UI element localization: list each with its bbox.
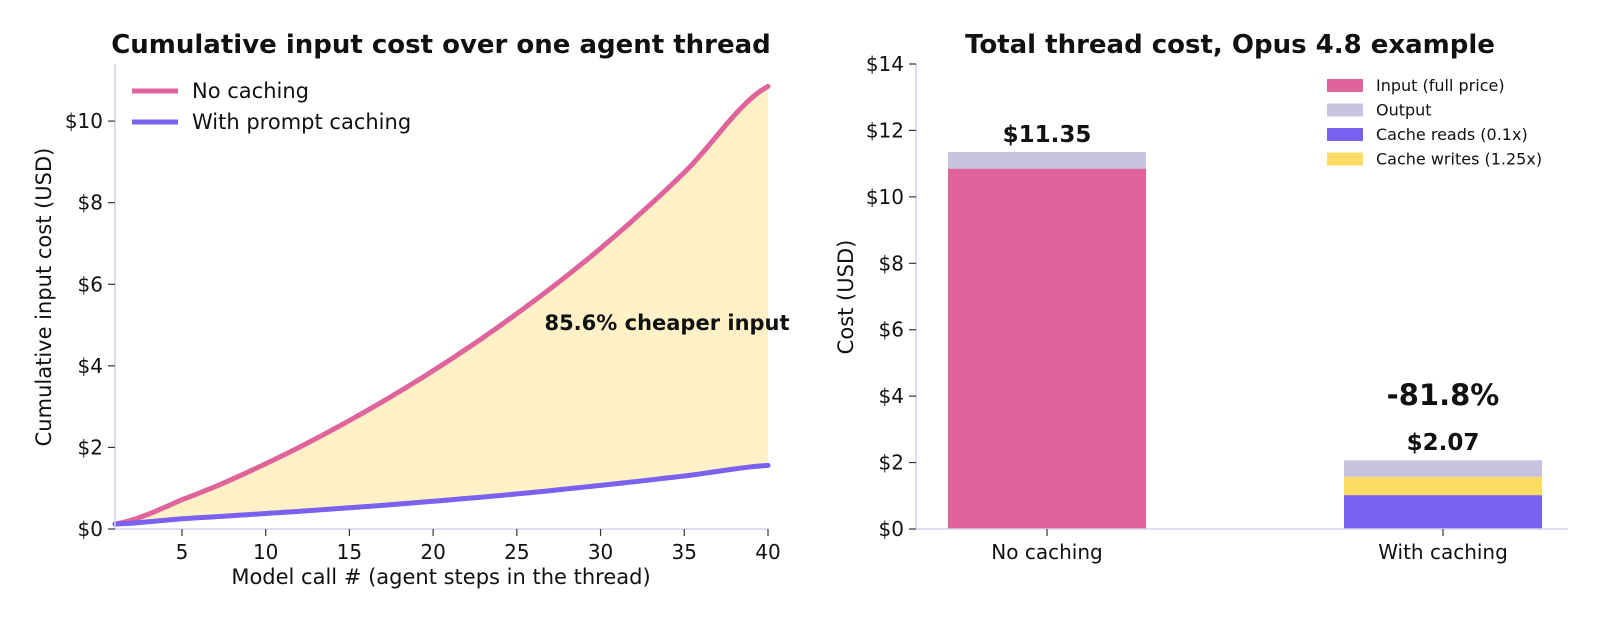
left-plot-area bbox=[112, 83, 771, 527]
x-tick-label: 20 bbox=[420, 540, 445, 564]
x-tick-label: 5 bbox=[176, 540, 189, 564]
x-tick-label: With caching bbox=[1378, 540, 1508, 564]
bar-with-caching-cache-reads-0-1x bbox=[1344, 495, 1542, 529]
legend-label-cache-writes-1-25x: Cache writes (1.25x) bbox=[1376, 150, 1542, 169]
x-tick-label: 10 bbox=[253, 540, 278, 564]
right-chart: Total thread cost, Opus 4.8 example $11.… bbox=[834, 30, 1568, 564]
left-chart: Cumulative input cost over one agent thr… bbox=[32, 30, 790, 589]
legend-label-with-prompt-caching: With prompt caching bbox=[192, 110, 411, 134]
legend-label-cache-reads-0-1x: Cache reads (0.1x) bbox=[1376, 125, 1528, 144]
right-y-ticks: $0 $2 $4 $6 $8 $10 $12 $14 bbox=[866, 52, 916, 541]
x-tick-label: 25 bbox=[504, 540, 529, 564]
x-tick-label: 15 bbox=[337, 540, 362, 564]
bar-with-caching-cache-writes-1-25x bbox=[1344, 476, 1542, 496]
right-y-axis-label: Cost (USD) bbox=[834, 240, 858, 355]
series-line-with-prompt-caching bbox=[112, 462, 771, 527]
savings-annotation: 85.6% cheaper input bbox=[544, 311, 789, 335]
legend-label-output: Output bbox=[1376, 101, 1432, 120]
y-tick-label: $14 bbox=[866, 52, 904, 76]
legend-swatch-input-full-price bbox=[1327, 79, 1363, 92]
series-line-no-caching bbox=[112, 83, 771, 527]
y-tick-label: $10 bbox=[866, 185, 904, 209]
bar-no-caching-output bbox=[948, 152, 1146, 169]
savings-area bbox=[115, 86, 768, 525]
x-tick-label: 35 bbox=[672, 540, 697, 564]
y-tick-label: $10 bbox=[65, 109, 103, 133]
bar-total-label-with-caching: $2.07 bbox=[1407, 430, 1480, 456]
y-tick-label: $6 bbox=[879, 318, 904, 342]
right-legend: Input (full price) Output Cache reads (0.1… bbox=[1327, 76, 1542, 169]
y-tick-label: $8 bbox=[78, 191, 103, 215]
bar-with-caching-output bbox=[1344, 460, 1542, 477]
y-tick-label: $2 bbox=[879, 451, 904, 475]
right-plot-area: $11.35 $2.07 -81.8% bbox=[948, 122, 1542, 529]
x-tick-label: 40 bbox=[755, 540, 780, 564]
y-tick-label: $0 bbox=[78, 517, 103, 541]
left-x-axis-label: Model call # (agent steps in the thread) bbox=[231, 565, 650, 589]
legend-label-no-caching: No caching bbox=[192, 79, 309, 103]
x-tick-label: 30 bbox=[588, 540, 613, 564]
y-tick-label: $2 bbox=[78, 435, 103, 459]
legend-swatch-cache-reads-0-1x bbox=[1327, 128, 1363, 141]
right-x-ticks: No caching With caching bbox=[991, 529, 1508, 564]
y-tick-label: $8 bbox=[879, 251, 904, 275]
left-chart-title: Cumulative input cost over one agent thr… bbox=[111, 30, 771, 60]
y-tick-label: $0 bbox=[879, 517, 904, 541]
left-legend: No caching With prompt caching bbox=[132, 79, 411, 134]
legend-swatch-cache-writes-1-25x bbox=[1327, 152, 1363, 166]
savings-percent-label: -81.8% bbox=[1387, 378, 1500, 412]
left-x-ticks: 5 10 15 20 25 30 35 40 bbox=[176, 529, 781, 564]
bar-no-caching-input-full-price bbox=[948, 168, 1146, 529]
left-y-ticks: $0 $2 $4 $6 $8 $10 bbox=[65, 109, 115, 541]
right-chart-title: Total thread cost, Opus 4.8 example bbox=[965, 30, 1495, 60]
x-tick-label: No caching bbox=[991, 540, 1102, 564]
left-y-axis-label: Cumulative input cost (USD) bbox=[32, 148, 56, 447]
bar-total-label-no-caching: $11.35 bbox=[1003, 122, 1092, 148]
y-tick-label: $6 bbox=[78, 272, 103, 296]
legend-swatch-output bbox=[1327, 103, 1363, 117]
y-tick-label: $4 bbox=[879, 384, 904, 408]
legend-label-input-full-price: Input (full price) bbox=[1376, 76, 1505, 95]
y-tick-label: $12 bbox=[866, 118, 904, 142]
y-tick-label: $4 bbox=[78, 354, 103, 378]
